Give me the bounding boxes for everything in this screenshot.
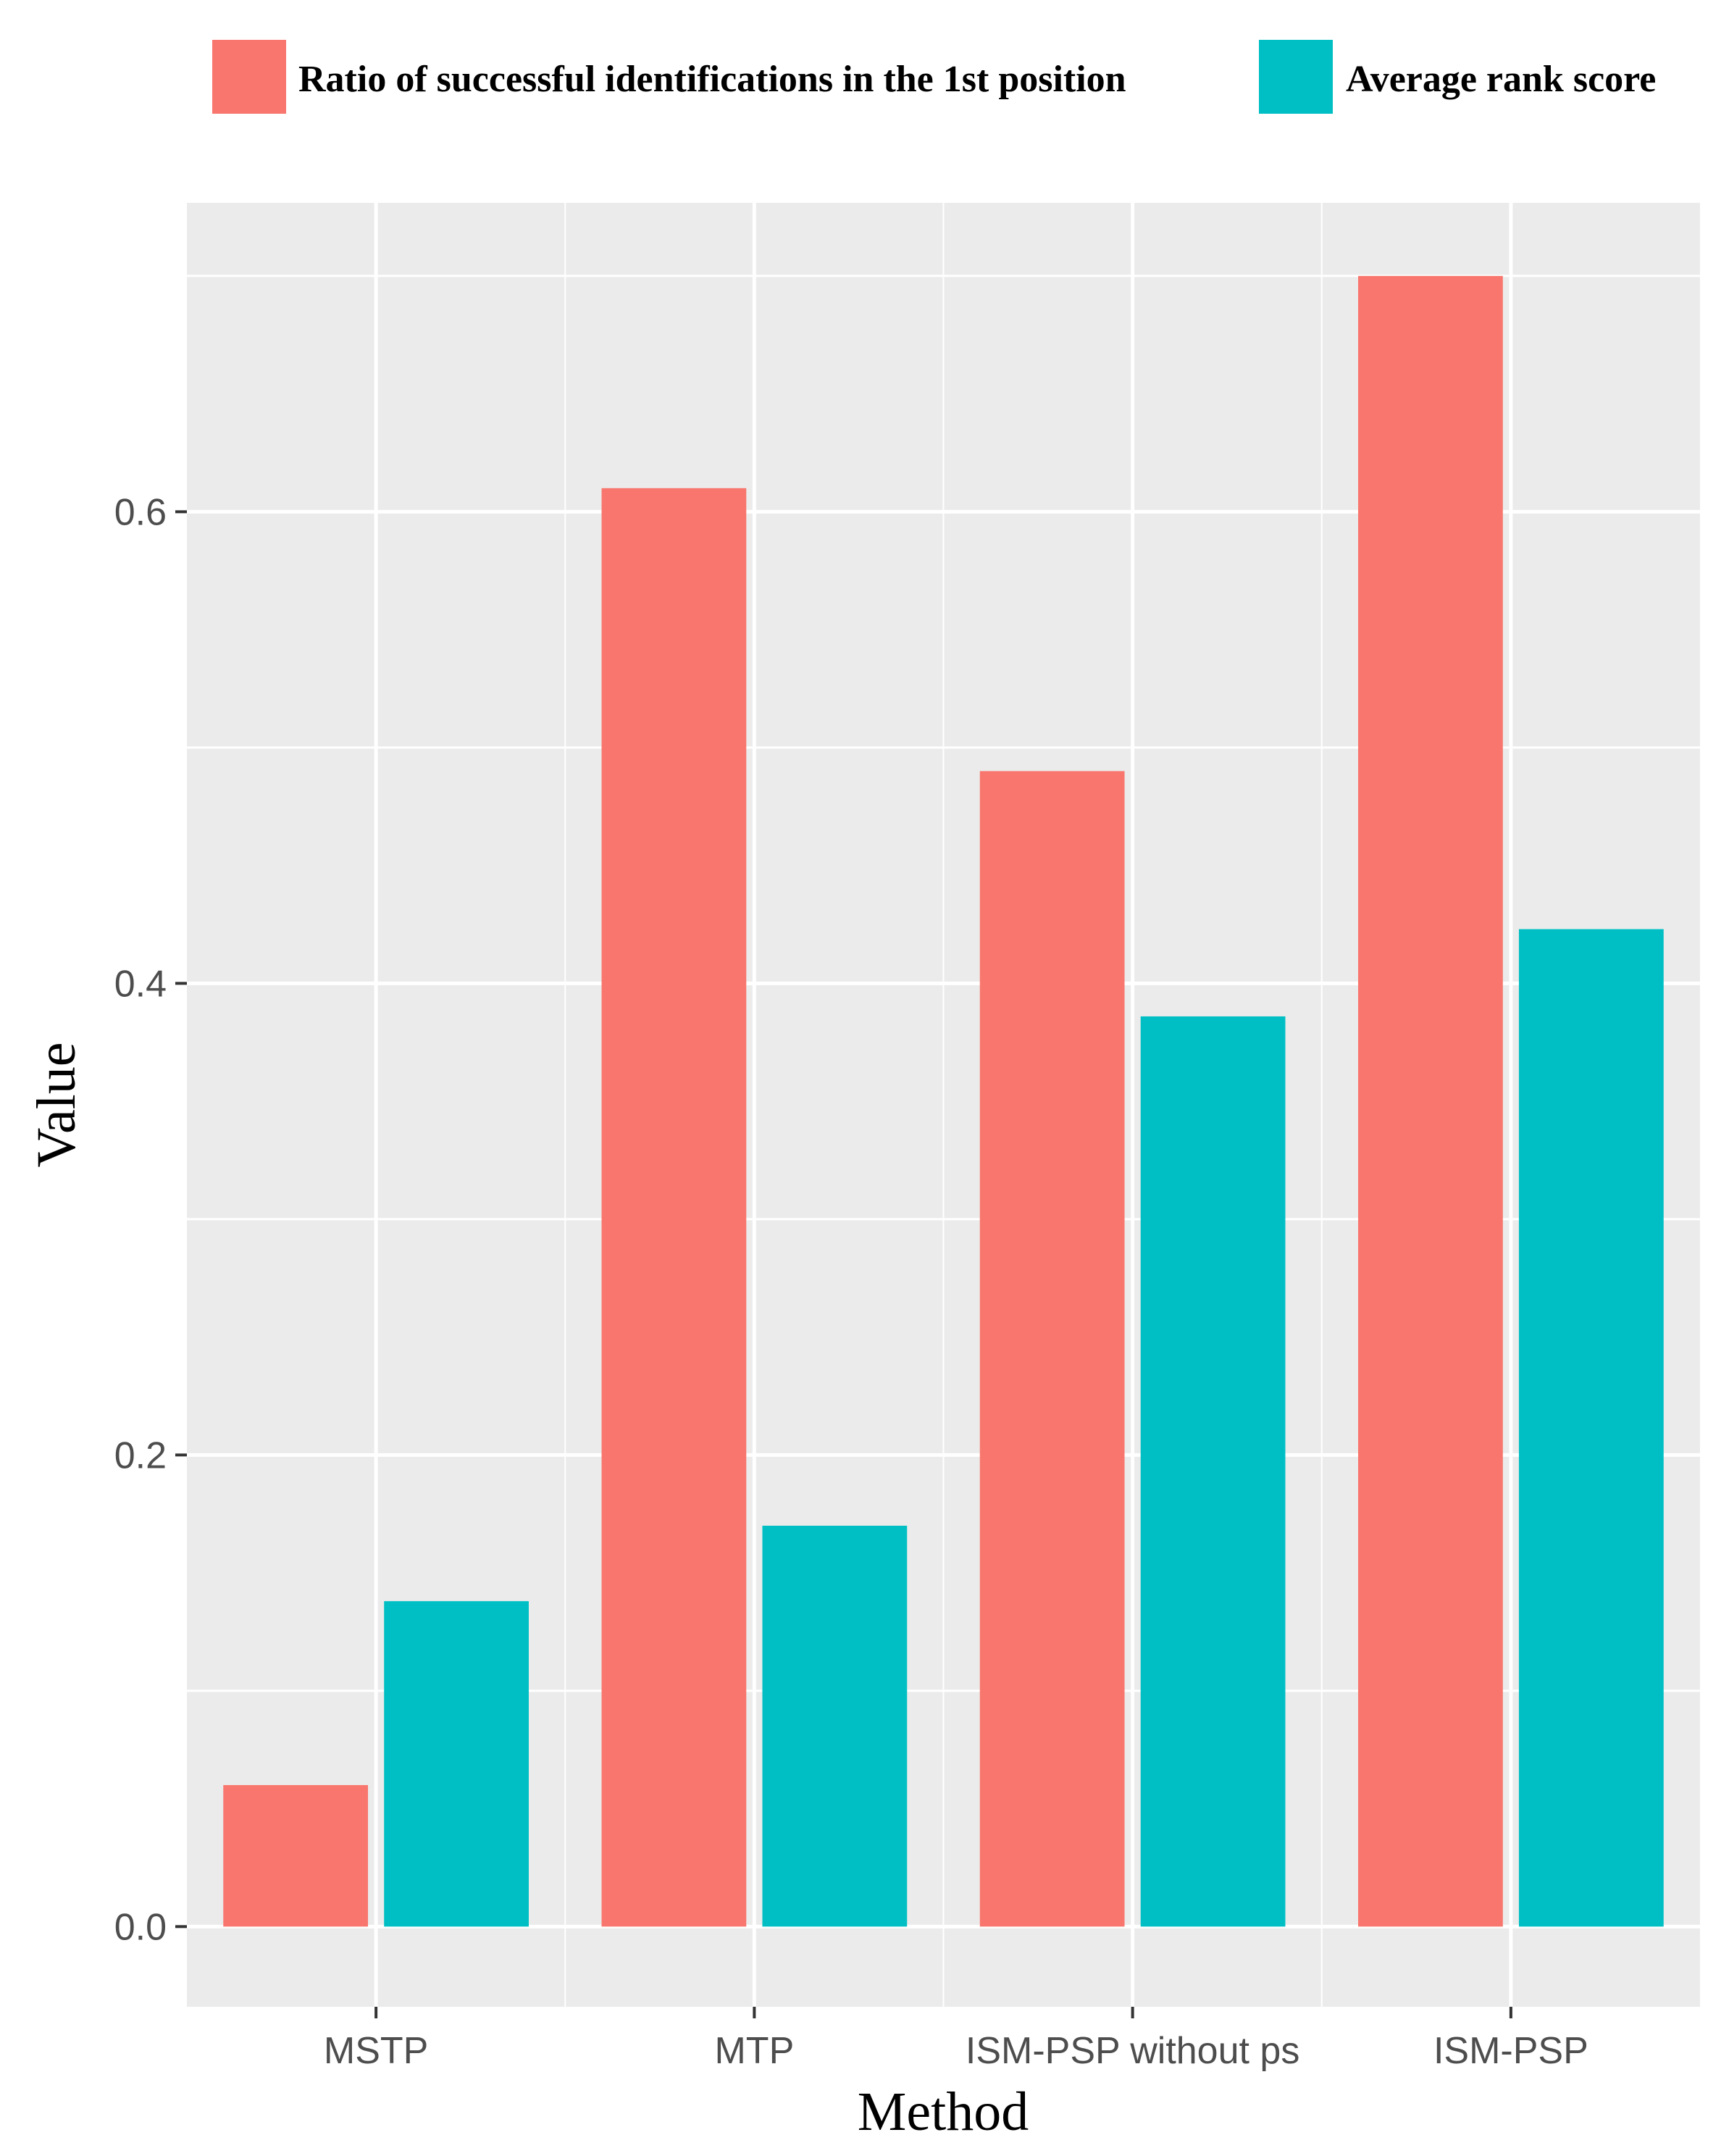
x-axis-ticks: MSTP MTP ISM-PSP without ps ISM-PSP (324, 2007, 1588, 2072)
bar-1-ism-psp-without-ps (979, 771, 1125, 1927)
y-tick-label: 0.0 (114, 1906, 167, 1948)
legend-key-2 (1259, 40, 1333, 114)
bar-1-mtp (601, 488, 747, 1927)
legend-key-1 (212, 40, 286, 114)
y-tick-label: 0.2 (114, 1434, 167, 1476)
bar-2-ism-psp (1518, 929, 1664, 1927)
legend: Ratio of successful identifications in t… (212, 40, 1656, 114)
bar-2-mstp (384, 1601, 529, 1927)
x-tick-label: MSTP (324, 2030, 428, 2072)
bar-2-mtp (762, 1526, 908, 1927)
legend-label-2: Average rank score (1346, 59, 1656, 100)
bar-1-mstp (223, 1785, 369, 1927)
y-tick-label: 0.4 (114, 963, 167, 1005)
y-tick-label: 0.6 (114, 491, 167, 533)
y-axis-title: Value (26, 1042, 87, 1167)
bar-1-ism-psp (1358, 275, 1503, 1927)
y-axis-ticks: 0.0 0.2 0.4 0.6 (114, 491, 187, 1948)
x-axis-title: Method (858, 2081, 1029, 2142)
bars (223, 275, 1664, 1927)
legend-label-1: Ratio of successful identifications in t… (298, 59, 1126, 100)
x-tick-label: MTP (714, 2030, 794, 2072)
bar-2-ism-psp-without-ps (1140, 1016, 1286, 1927)
x-tick-label: ISM-PSP without ps (966, 2030, 1299, 2072)
x-tick-label: ISM-PSP (1433, 2030, 1588, 2072)
